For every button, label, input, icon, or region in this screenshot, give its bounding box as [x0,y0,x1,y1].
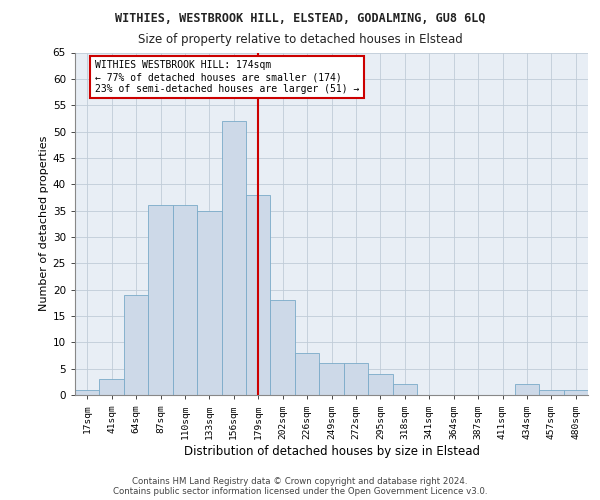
Bar [75,390,100,395]
Bar [368,374,392,395]
Text: WITHIES WESTBROOK HILL: 174sqm
← 77% of detached houses are smaller (174)
23% of: WITHIES WESTBROOK HILL: 174sqm ← 77% of … [95,60,359,94]
Bar [221,121,246,395]
Bar [539,390,563,395]
Bar [344,364,368,395]
Text: Contains HM Land Registry data © Crown copyright and database right 2024.
Contai: Contains HM Land Registry data © Crown c… [113,476,487,496]
Bar [148,206,173,395]
Y-axis label: Number of detached properties: Number of detached properties [38,136,49,312]
Bar [515,384,539,395]
Text: WITHIES, WESTBROOK HILL, ELSTEAD, GODALMING, GU8 6LQ: WITHIES, WESTBROOK HILL, ELSTEAD, GODALM… [115,12,485,26]
Bar [100,379,124,395]
Bar [392,384,417,395]
Bar [319,364,344,395]
Bar [271,300,295,395]
Bar [173,206,197,395]
X-axis label: Distribution of detached houses by size in Elstead: Distribution of detached houses by size … [184,446,479,458]
Bar [197,210,221,395]
Text: Size of property relative to detached houses in Elstead: Size of property relative to detached ho… [137,32,463,46]
Bar [295,353,319,395]
Bar [246,195,271,395]
Bar [563,390,588,395]
Bar [124,295,148,395]
